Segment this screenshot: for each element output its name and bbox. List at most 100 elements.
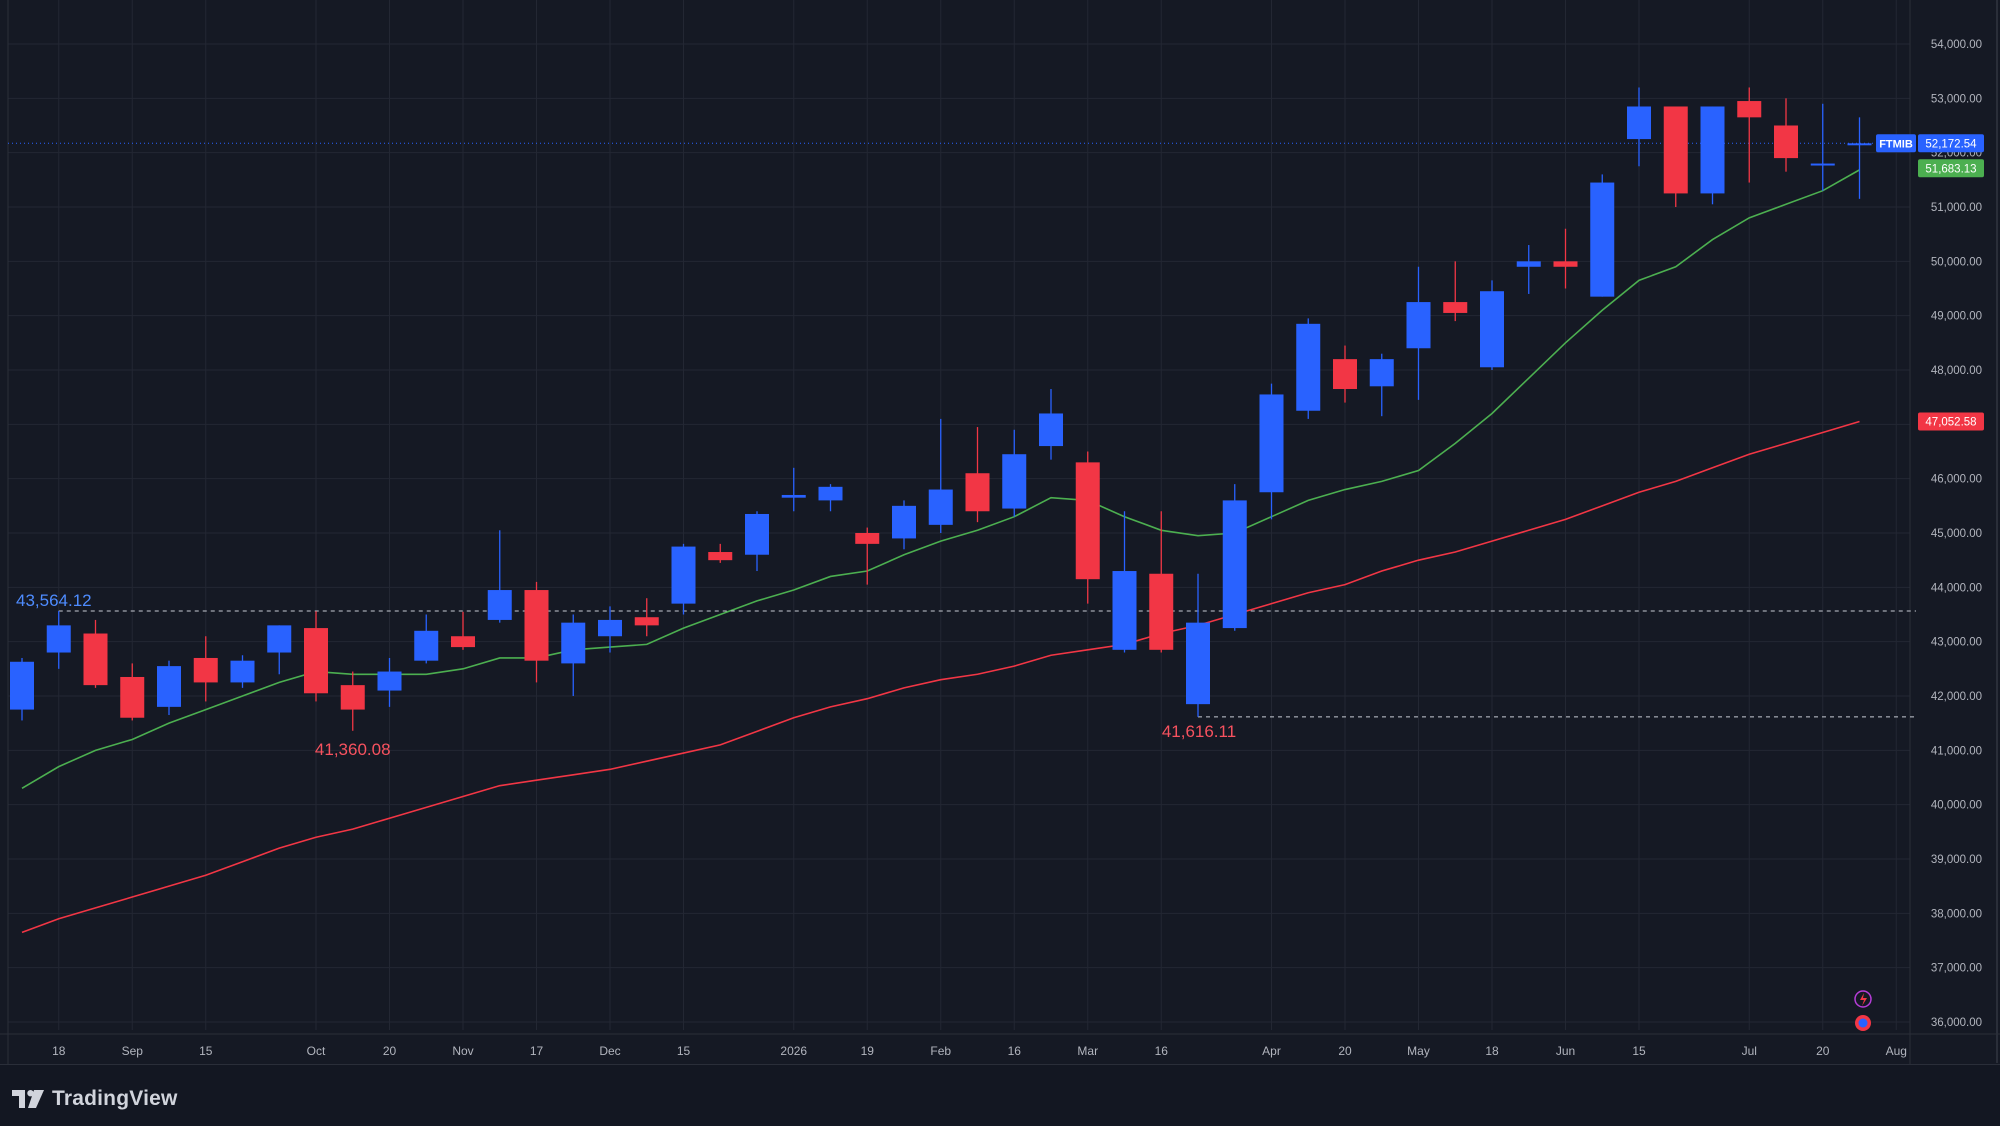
candle-body bbox=[157, 666, 181, 707]
candle-body bbox=[1700, 106, 1725, 194]
last-price-tag-bg bbox=[1918, 134, 1984, 153]
time-axis-label: Jul bbox=[1742, 1044, 1757, 1058]
price-axis-label: 38,000.00 bbox=[1931, 908, 1982, 920]
candle-body bbox=[1296, 323, 1321, 411]
candle-body bbox=[120, 676, 145, 718]
low-price-label: 41,616.11 bbox=[1162, 722, 1236, 741]
high-price-label: 43,564.12 bbox=[16, 591, 92, 610]
candle-body bbox=[340, 685, 365, 710]
ma-fast-tag: 51,683.13 bbox=[1925, 163, 1976, 175]
time-axis-label: 20 bbox=[383, 1044, 397, 1058]
price-axis-label: 41,000.00 bbox=[1931, 745, 1982, 757]
time-axis-label: Oct bbox=[307, 1044, 326, 1058]
candle-body bbox=[708, 552, 733, 561]
price-axis-label: 43,000.00 bbox=[1931, 637, 1982, 649]
candle-body bbox=[377, 671, 402, 691]
time-axis-label: 15 bbox=[677, 1044, 691, 1058]
footer-bar: TradingView bbox=[0, 1064, 2000, 1126]
candle-body bbox=[634, 617, 659, 626]
candle-body bbox=[1847, 143, 1872, 146]
price-axis-label: 51,000.00 bbox=[1931, 202, 1982, 214]
price-axis: 36,000.00 37,000.00 38,000.00 39,000.00 40,0… bbox=[1931, 39, 1982, 1029]
time-axis-label: 20 bbox=[1338, 1044, 1352, 1058]
ma-fast-tag-bg bbox=[1918, 159, 1984, 178]
time-axis-label: Mar bbox=[1077, 1044, 1098, 1058]
price-axis-label: 42,000.00 bbox=[1931, 691, 1982, 703]
candle-body bbox=[928, 489, 953, 525]
candle-body bbox=[1075, 462, 1100, 580]
candle-body bbox=[1480, 291, 1504, 368]
time-axis-label: Aug bbox=[1886, 1044, 1907, 1058]
flash-icon bbox=[1854, 990, 1872, 1008]
time-axis-label: Dec bbox=[599, 1044, 620, 1058]
candle-body bbox=[781, 494, 806, 498]
chart-area[interactable]: 43,564.12 41,360.08 41,616.11 36,000.00 37,0… bbox=[0, 0, 2000, 1064]
candle-body bbox=[83, 633, 108, 686]
candle-body bbox=[1774, 125, 1798, 159]
price-axis-label: 37,000.00 bbox=[1931, 963, 1982, 975]
candle-body bbox=[818, 486, 843, 501]
candle-body bbox=[1810, 163, 1835, 166]
price-axis-label: 36,000.00 bbox=[1931, 1017, 1982, 1029]
candle-body bbox=[1663, 106, 1688, 194]
candle-body bbox=[524, 590, 549, 661]
candle-body bbox=[855, 533, 880, 544]
last-price-tag: 52,172.54 bbox=[1925, 138, 1977, 150]
candle-body bbox=[1553, 261, 1578, 267]
flash-bolt-icon bbox=[1860, 993, 1867, 1006]
candle-body bbox=[1516, 261, 1541, 267]
time-axis-label: 19 bbox=[861, 1044, 875, 1058]
symbol-tag: FTMIB bbox=[1879, 138, 1913, 150]
price-axis-label: 40,000.00 bbox=[1931, 800, 1982, 812]
candle-body bbox=[1333, 359, 1357, 390]
tradingview-logo-icon bbox=[12, 1090, 44, 1108]
time-axis-label: Nov bbox=[452, 1044, 473, 1058]
ma-slow-tag-bg bbox=[1918, 412, 1984, 431]
candle-body bbox=[1259, 394, 1284, 493]
time-axis-label: Feb bbox=[930, 1044, 951, 1058]
event-dot-inner-icon bbox=[1858, 1018, 1868, 1028]
time-axis-label: 2026 bbox=[780, 1044, 807, 1058]
time-axis-label: Apr bbox=[1262, 1044, 1281, 1058]
candle-body bbox=[487, 590, 512, 620]
moving-average-fast-line bbox=[21, 169, 1860, 790]
tradingview-logo[interactable]: TradingView bbox=[12, 1087, 178, 1111]
candle-body bbox=[1443, 302, 1468, 313]
time-axis-label: 16 bbox=[1155, 1044, 1169, 1058]
time-axis: 18 Sep 15 Oct 20 Nov 17 Dec 15 2026 19 Feb 16 Mar 16 Ap… bbox=[52, 1044, 1907, 1058]
grid-lines bbox=[8, 0, 1910, 1030]
candle-body bbox=[1369, 359, 1394, 387]
candlestick-chart[interactable]: 43,564.12 41,360.08 41,616.11 36,000.00 37,0… bbox=[0, 0, 2000, 1064]
candle-body bbox=[193, 657, 218, 683]
time-axis-label: 18 bbox=[1485, 1044, 1499, 1058]
price-axis-label: 48,000.00 bbox=[1931, 365, 1982, 377]
candle-body bbox=[561, 622, 586, 664]
candle-body bbox=[1590, 182, 1615, 297]
candle-body bbox=[1186, 622, 1210, 705]
candle-body bbox=[267, 625, 292, 653]
moving-average-slow-line bbox=[21, 420, 1860, 934]
candle-body bbox=[304, 628, 328, 694]
candle-body bbox=[892, 505, 916, 539]
price-axis-label: 39,000.00 bbox=[1931, 854, 1982, 866]
candles bbox=[10, 87, 1872, 731]
time-axis-label: Sep bbox=[122, 1044, 144, 1058]
candle-body bbox=[451, 636, 475, 648]
time-axis-label: 20 bbox=[1816, 1044, 1830, 1058]
candle-body bbox=[10, 661, 34, 710]
price-axis-label: 54,000.00 bbox=[1931, 39, 1982, 51]
time-axis-label: 18 bbox=[52, 1044, 66, 1058]
price-axis-label: 49,000.00 bbox=[1931, 311, 1982, 323]
time-axis-label: 17 bbox=[530, 1044, 544, 1058]
candle-body bbox=[965, 473, 990, 512]
candle-body bbox=[1737, 101, 1762, 118]
candle-body bbox=[1149, 573, 1174, 650]
price-axis-label: 46,000.00 bbox=[1931, 474, 1982, 486]
candle-body bbox=[1002, 454, 1027, 509]
candle-body bbox=[745, 513, 769, 555]
ma-slow-tag: 47,052.58 bbox=[1925, 416, 1976, 428]
candle-body bbox=[1039, 413, 1063, 447]
candle-body bbox=[1406, 302, 1431, 349]
time-axis-label: Jun bbox=[1556, 1044, 1575, 1058]
price-axis-label: 53,000.00 bbox=[1931, 93, 1982, 105]
